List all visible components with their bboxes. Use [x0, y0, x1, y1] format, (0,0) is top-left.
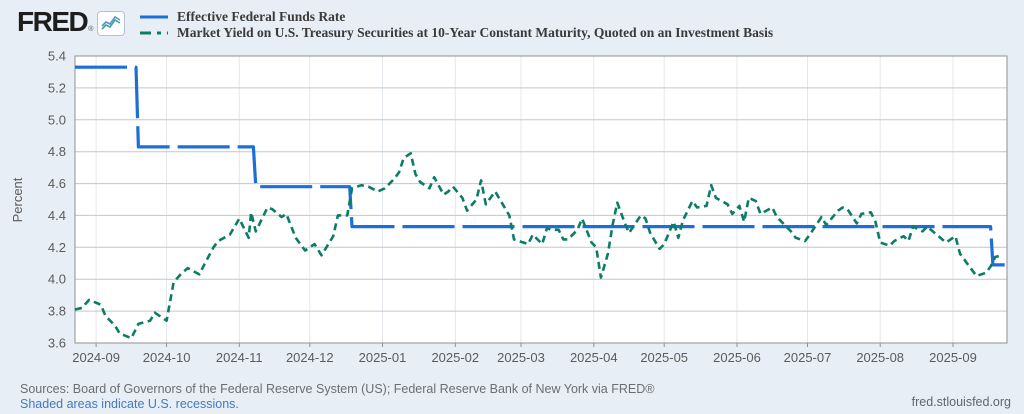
- x-tick-label: 2025-08: [856, 350, 904, 365]
- registered-mark: ®: [88, 26, 94, 33]
- x-tick-label: 2024-10: [143, 350, 191, 365]
- y-tick-label: 4.6: [48, 176, 66, 191]
- legend-label-10y: Market Yield on U.S. Treasury Securities…: [177, 25, 774, 40]
- y-axis-title: Percent: [10, 177, 25, 222]
- y-tick-label: 4.0: [48, 272, 66, 287]
- legend-line-dashed-icon: [140, 31, 168, 35]
- legend-label-effr: Effective Federal Funds Rate: [177, 9, 346, 24]
- x-tick-label: 2025-01: [359, 350, 407, 365]
- plot-frame: [74, 55, 1008, 344]
- series-line-1: [74, 152, 1003, 340]
- plot-background: [75, 56, 1007, 343]
- fred-logo[interactable]: FRED ®: [17, 6, 126, 37]
- y-tick-label: 3.8: [48, 304, 66, 319]
- chart-footer: Sources: Board of Governors of the Feder…: [20, 382, 654, 411]
- recessions-link[interactable]: Shaded areas indicate U.S. recessions.: [20, 396, 239, 411]
- x-tick-label: 2024-12: [286, 350, 334, 365]
- x-tick-label: 2025-03: [497, 350, 545, 365]
- x-tick-label: 2025-07: [784, 350, 832, 365]
- y-tick-label: 5.2: [48, 80, 66, 95]
- fred-logo-text: FRED: [17, 6, 89, 37]
- legend-line-solid-icon: [140, 15, 168, 19]
- y-tick-label: 4.4: [48, 208, 66, 223]
- x-tick-label: 2024-11: [216, 350, 263, 365]
- y-tick-label: 3.6: [48, 336, 66, 351]
- y-tick-label: 4.8: [48, 144, 66, 159]
- sources-note: Sources: Board of Governors of the Feder…: [20, 382, 655, 396]
- legend-item-effr: Effective Federal Funds Rate: [139, 9, 773, 25]
- x-tick-label: 2025-09: [929, 350, 977, 365]
- x-tick-label: 2025-02: [431, 350, 479, 365]
- y-tick-label: 5.4: [48, 49, 66, 64]
- x-tick-label: 2025-05: [640, 350, 688, 365]
- x-tick-label: 2024-09: [72, 350, 120, 365]
- fred-chart-icon: [97, 11, 126, 36]
- legend-item-10y: Market Yield on U.S. Treasury Securities…: [139, 25, 773, 41]
- chart-legend: Effective Federal Funds Rate Market Yiel…: [139, 9, 773, 41]
- series-line-0: [75, 65, 1005, 267]
- x-tick-label: 2025-06: [713, 350, 761, 365]
- plot-region: 5.4 5.2 5.0 4.8 4.6 4.4 4.2 4.0 3.8 3.6 2024-09 202…: [48, 49, 1008, 365]
- y-tick-label: 4.2: [48, 240, 66, 255]
- fred-site-link[interactable]: fred.stlouisfed.org: [911, 395, 1011, 409]
- x-tick-label: 2025-04: [570, 350, 618, 365]
- y-tick-label: 5.0: [48, 112, 66, 127]
